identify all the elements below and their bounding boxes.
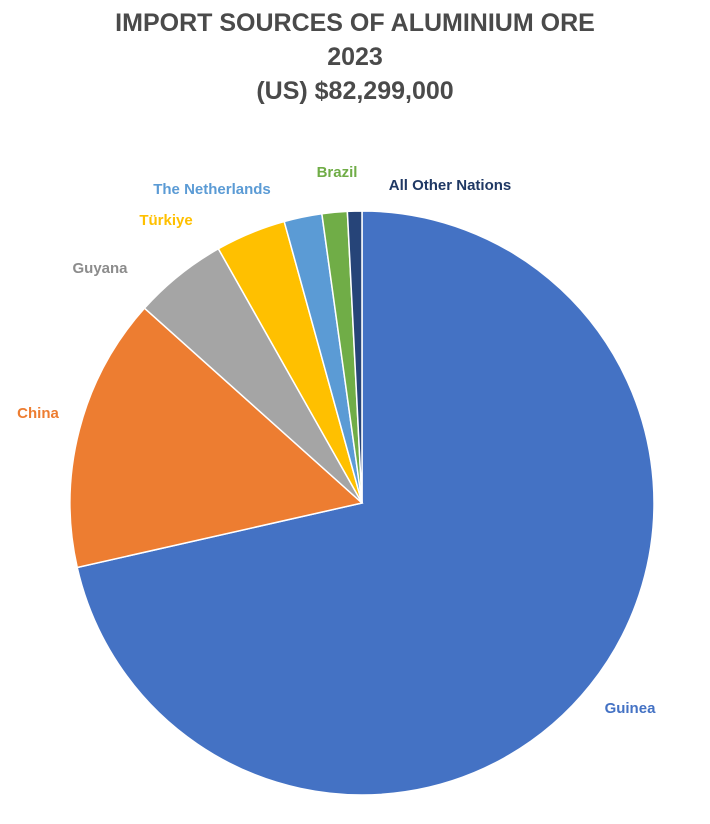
pie-label-guinea: Guinea: [605, 700, 657, 717]
pie-label-turkiye: Türkiye: [139, 212, 192, 229]
chart-title: IMPORT SOURCES OF ALUMINIUM ORE 2023 (US…: [0, 6, 710, 108]
pie-slice-china: [69, 307, 364, 569]
pie-label-china: China: [17, 405, 59, 422]
chart-title-text: IMPORT SOURCES OF ALUMINIUM ORE: [115, 9, 595, 37]
chart-subtitle-year: 2023: [327, 43, 383, 71]
pie-label-guyana: Guyana: [72, 260, 128, 277]
pie-label-all-other-nations: All Other Nations: [389, 177, 512, 194]
pie-slice-guinea: [76, 210, 655, 796]
pie-label-brazil: Brazil: [317, 164, 358, 181]
pie-labels: Guinea China Guyana Türkiye The Netherlands B…: [17, 164, 656, 717]
chart-subtitle-total: (US) $82,299,000: [256, 77, 454, 105]
pie-label-the-netherlands: The Netherlands: [153, 181, 271, 198]
pie-slices: [69, 210, 655, 796]
pie-slice-all-other-nations: [346, 210, 363, 504]
